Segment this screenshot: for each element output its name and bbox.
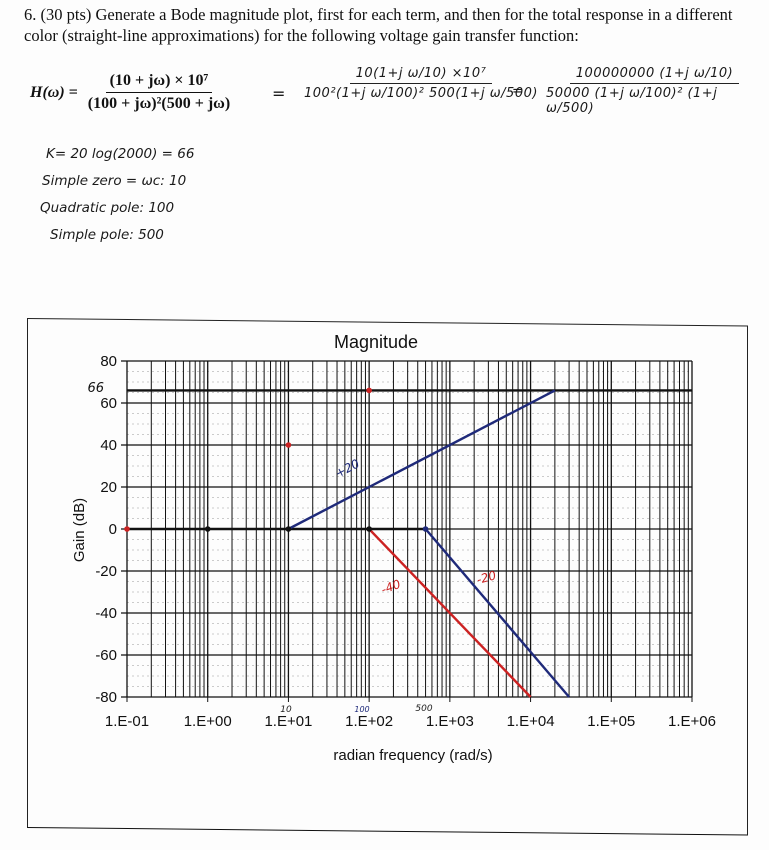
x-tick-label: 1.E+01 (264, 713, 312, 730)
transfer-function: H(ω) = (10 + jω) × 10⁷ (100 + jω)²(500 +… (30, 72, 234, 113)
note-gain-constant: K= 20 log(2000) = 66 (46, 146, 195, 162)
handwritten-step2: 100000000 (1+j ω/10) 50000 (1+j ω/100)² … (540, 66, 769, 116)
y-axis-label: Gain (dB) (71, 498, 88, 562)
equation-lhs: H(ω) = (30, 83, 78, 101)
chart-marker (124, 526, 130, 532)
series-line (424, 528, 571, 698)
x-tick-label: 1.E+02 (345, 713, 393, 730)
chart-marker (366, 526, 372, 532)
handwritten-step2-denominator: 50000 (1+j ω/100)² (1+j ω/500) (546, 86, 718, 116)
annotation-66: 66 (87, 381, 104, 396)
handwritten-notes: K= 20 log(2000) = 66 Simple zero = ωc: 1… (40, 146, 195, 254)
annotation-x500: 500 (415, 704, 432, 714)
problem-statement: 6. (30 pts) Generate a Bode magnitude pl… (24, 5, 733, 45)
x-tick-label: 1.E-01 (105, 713, 149, 730)
equation-denominator: (100 + jω)²(500 + jω) (87, 95, 231, 112)
handwritten-step1-denominator: 100²(1+j ω/100)² 500(1+j ω/500) (304, 86, 538, 101)
chart-marker (366, 387, 372, 394)
series-line (287, 389, 556, 531)
y-tick-label: 0 (109, 521, 117, 538)
note-simple-pole: Simple pole: 500 (50, 227, 164, 243)
x-tick-label: 1.E+04 (507, 713, 555, 730)
chart-marker (422, 526, 429, 532)
y-tick-label: -40 (95, 605, 117, 622)
chart-marker (285, 526, 292, 532)
chart-title: Magnitude (334, 332, 418, 352)
series-line (368, 528, 532, 698)
chart-marker (204, 526, 211, 532)
equation-fraction: (10 + jω) × 10⁷ (100 + jω)²(500 + jω) (84, 72, 234, 113)
y-tick-label: 20 (100, 479, 117, 496)
chart-markers (124, 387, 429, 532)
x-tick-label: 1.E+05 (587, 713, 635, 730)
handwritten-step1-numerator: 10(1+j ω/10) ×10⁷ (349, 66, 493, 84)
annotation-x10: 10 (280, 705, 292, 715)
handwritten-step1: 10(1+j ω/10) ×10⁷ 100²(1+j ω/100)² 500(1… (298, 66, 544, 101)
x-tick-label: 1.E+03 (426, 713, 474, 730)
annotation-slope-red: -40 (379, 577, 403, 597)
note-simple-zero: Simple zero = ωc: 10 (42, 173, 187, 189)
y-tick-label: 80 (100, 353, 117, 370)
note-quadratic-pole: Quadratic pole: 100 (40, 200, 175, 216)
handwritten-equals-1: = (272, 84, 286, 103)
x-tick-label: 1.E+00 (184, 713, 232, 730)
y-tick-label: -80 (95, 689, 117, 706)
equation-numerator: (10 + jω) × 10⁷ (105, 72, 213, 93)
handwritten-step2-numerator: 100000000 (1+j ω/10) (569, 66, 740, 84)
handwritten-equals-2: = (512, 84, 524, 99)
y-tick-label: 60 (100, 395, 117, 412)
x-axis-label: radian frequency (rad/s) (333, 747, 492, 764)
annotation-x100: 100 (354, 705, 369, 714)
annotation-slope-blue: -20 (475, 568, 498, 587)
y-tick-label: -60 (95, 647, 117, 664)
x-tick-label: 1.E+06 (668, 713, 716, 730)
chart-marker (285, 442, 292, 448)
y-tick-label: 40 (100, 437, 117, 454)
y-tick-label: -20 (95, 563, 117, 580)
chart-series (127, 389, 692, 698)
